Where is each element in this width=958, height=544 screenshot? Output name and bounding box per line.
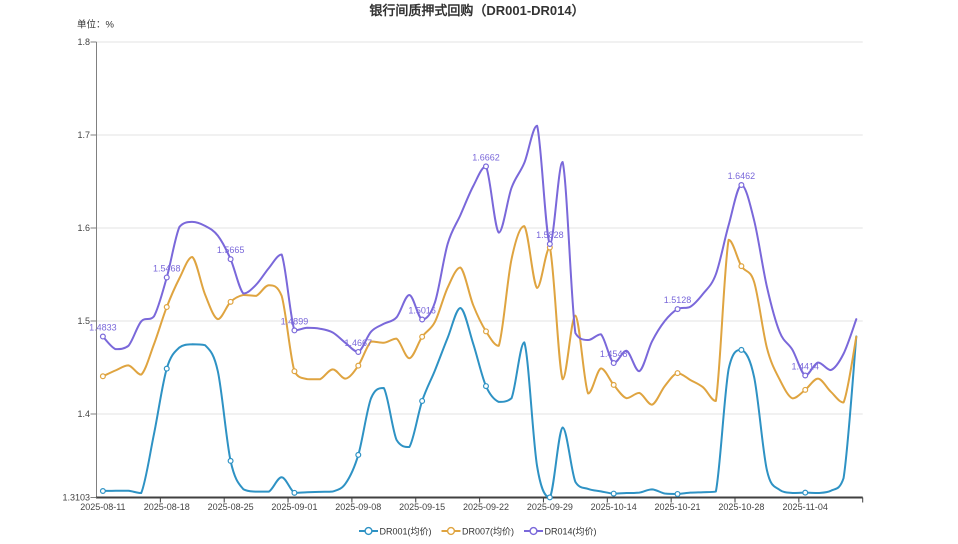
svg-text:2025-11-04: 2025-11-04: [783, 502, 828, 512]
svg-text:1.6: 1.6: [77, 223, 90, 233]
svg-text:2025-09-15: 2025-09-15: [399, 502, 445, 512]
svg-text:DR001(均价): DR001(均价): [380, 525, 432, 536]
svg-text:1.7: 1.7: [77, 130, 90, 140]
svg-text:1.5468: 1.5468: [153, 263, 181, 273]
svg-text:1.3103: 1.3103: [62, 493, 90, 503]
svg-text:DR007(均价): DR007(均价): [462, 525, 514, 536]
svg-text:2025-08-11: 2025-08-11: [80, 502, 125, 512]
svg-text:1.4414: 1.4414: [791, 362, 819, 372]
svg-text:1.5828: 1.5828: [536, 230, 564, 240]
svg-text:2025-08-18: 2025-08-18: [144, 502, 190, 512]
svg-text:2025-08-25: 2025-08-25: [208, 502, 254, 512]
svg-text:1.4667: 1.4667: [345, 338, 373, 348]
svg-text:2025-09-22: 2025-09-22: [463, 502, 509, 512]
svg-text:2025-09-29: 2025-09-29: [527, 502, 573, 512]
svg-text:2025-10-21: 2025-10-21: [655, 502, 701, 512]
svg-text:2025-10-28: 2025-10-28: [718, 502, 764, 512]
svg-text:1.5: 1.5: [77, 316, 90, 326]
svg-text:1.4899: 1.4899: [281, 316, 309, 326]
svg-text:1.5128: 1.5128: [664, 295, 692, 305]
svg-text:1.4548: 1.4548: [600, 349, 628, 359]
svg-text:1.6462: 1.6462: [728, 171, 756, 181]
svg-text:1.4: 1.4: [77, 409, 90, 419]
svg-text:DR014(均价): DR014(均价): [545, 525, 597, 536]
svg-text:2025-09-01: 2025-09-01: [271, 502, 317, 512]
svg-text:1.4833: 1.4833: [89, 323, 117, 333]
svg-text:2025-10-14: 2025-10-14: [591, 502, 637, 512]
svg-text:银行间质押式回购（DR001-DR014）: 银行间质押式回购（DR001-DR014）: [369, 3, 584, 18]
svg-text:单位：%: 单位：%: [77, 19, 115, 31]
svg-text:1.5016: 1.5016: [408, 306, 436, 316]
svg-text:1.5665: 1.5665: [217, 245, 245, 255]
svg-text:1.6662: 1.6662: [472, 152, 500, 162]
svg-text:2025-09-08: 2025-09-08: [335, 502, 381, 512]
svg-text:1.8: 1.8: [77, 37, 90, 47]
